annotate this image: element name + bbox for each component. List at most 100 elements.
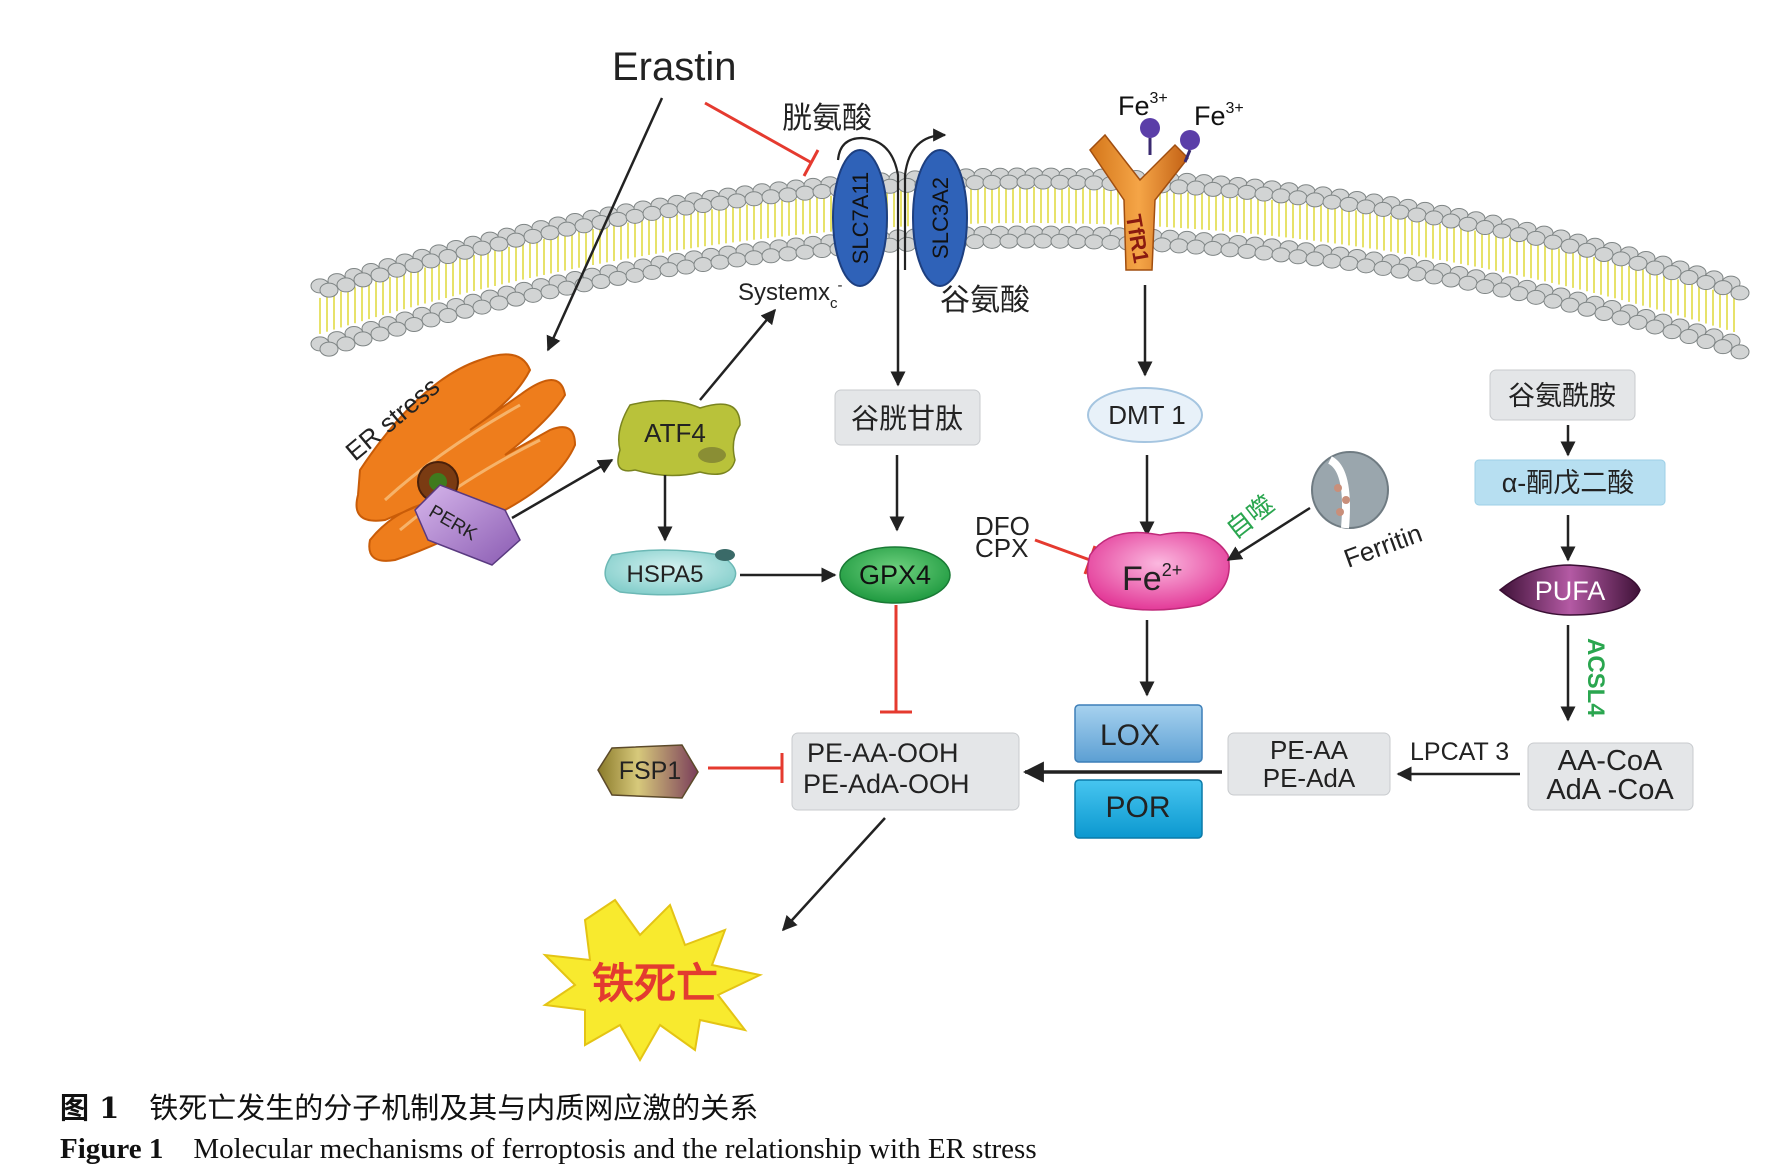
lipid-head	[1407, 266, 1427, 282]
pe-aa-ooh-node: PE-AA-OOH PE-AdA-OOH	[791, 732, 1020, 811]
lipid-head	[795, 244, 815, 260]
lipid-head	[608, 211, 628, 227]
lipid-head	[1067, 174, 1087, 190]
lipid-head	[1560, 238, 1580, 254]
lipid-head	[319, 341, 339, 357]
cystine-label: 胱氨酸	[782, 102, 872, 135]
lipid-head	[1254, 186, 1274, 202]
lipid-head	[1492, 223, 1512, 239]
glutamate-label: 谷氨酸	[940, 284, 1030, 317]
lipid-head	[1543, 234, 1563, 250]
lipid-head	[761, 248, 781, 264]
lipid-head	[336, 336, 356, 352]
lipid-head	[1050, 233, 1070, 249]
caption-cn-text: 铁死亡发生的分子机制及其与内质网应激的关系	[149, 1091, 759, 1125]
ferroptosis-label: 铁死亡	[592, 960, 718, 1007]
lipid-head	[1237, 184, 1257, 200]
lipid-head	[455, 244, 475, 260]
lipid-head	[1730, 285, 1750, 301]
lipid-head	[387, 321, 407, 337]
lipid-head	[1067, 233, 1087, 249]
ferroptosis-burst: 铁死亡	[542, 898, 764, 1063]
perk-protein: PERK	[414, 484, 521, 566]
dmt1-label: DMT 1	[1108, 400, 1186, 430]
lipid-head	[1356, 258, 1376, 274]
lipid-head	[1322, 253, 1342, 269]
lipid-head	[1509, 227, 1529, 243]
lipid-head	[1577, 242, 1597, 258]
lipid-head	[557, 221, 577, 237]
lipid-head	[1152, 237, 1172, 253]
lipid-head	[438, 308, 458, 324]
glutathione-node: 谷胱甘肽	[834, 389, 981, 446]
cpx-label: CPX	[975, 533, 1028, 563]
fe3-label-left: Fe3+	[1118, 90, 1168, 121]
systemxc-label: Systemxc-	[738, 277, 843, 312]
lipid-head	[744, 191, 764, 207]
lipid-head	[1050, 174, 1070, 190]
erastin-label: Erastin	[612, 45, 737, 89]
lipid-head	[1526, 289, 1546, 305]
lipid-head	[1305, 251, 1325, 267]
lipid-head	[1696, 275, 1716, 291]
lipid-head	[642, 205, 662, 221]
lipid-head	[438, 249, 458, 265]
pe-aa-label: PE-AA	[1270, 735, 1349, 765]
atf4-node: ATF4	[617, 399, 741, 477]
lipid-head	[1373, 260, 1393, 276]
lipid-head	[1679, 270, 1699, 286]
lipid-head	[1339, 196, 1359, 212]
lipid-head	[1526, 230, 1546, 246]
atf4-to-systemxc-arrow	[699, 308, 776, 401]
lipid-head	[1203, 181, 1223, 197]
lipid-head	[1645, 319, 1665, 335]
erastin-inhibits-slc7a11	[704, 101, 813, 165]
lipid-head	[1288, 249, 1308, 265]
lipid-head	[625, 267, 645, 283]
lipid-head	[1203, 240, 1223, 256]
lipid-head	[1713, 339, 1733, 355]
lipid-head	[1611, 251, 1631, 267]
hspa5-node: HSPA5	[604, 549, 737, 596]
lipid-head	[455, 303, 475, 319]
lipid-head	[778, 246, 798, 262]
pe-ada-label: PE-AdA	[1263, 763, 1356, 793]
dfo-label: DFO	[975, 511, 1030, 541]
fe3-label-right: Fe3+	[1194, 100, 1244, 131]
pufa-node: PUFA	[1498, 564, 1641, 616]
lipid-head	[676, 259, 696, 275]
lipid-head	[404, 257, 424, 273]
lipid-head	[1662, 265, 1682, 281]
lipid-head	[523, 228, 543, 244]
fe2-node: Fe2+	[1086, 531, 1230, 611]
lipid-head	[693, 257, 713, 273]
lipid-head	[897, 177, 917, 193]
lipid-head	[1628, 255, 1648, 271]
lipid-head	[1356, 199, 1376, 215]
lipid-head	[727, 193, 747, 209]
lipid-head	[1169, 179, 1189, 195]
lipid-head	[676, 200, 696, 216]
lipid-head	[812, 184, 832, 200]
lipid-head	[319, 282, 339, 298]
gpx4-label: GPX4	[859, 560, 931, 590]
dmt1-node: DMT 1	[1087, 387, 1203, 443]
lipid-head	[659, 203, 679, 219]
lipid-head	[353, 272, 373, 288]
lipid-head	[489, 295, 509, 311]
lipid-head	[1305, 192, 1325, 208]
slc7a11-label: SLC7A11	[848, 172, 873, 265]
lipid-head	[1390, 204, 1410, 220]
lipid-head	[404, 316, 424, 332]
lipid-head	[1254, 245, 1274, 261]
lipid-head	[761, 189, 781, 205]
lipid-head	[1033, 174, 1053, 190]
lipid-head	[1458, 275, 1478, 291]
akg-node: α-酮戊二酸	[1474, 459, 1666, 506]
lipid-head	[1577, 301, 1597, 317]
lipid-head	[727, 252, 747, 268]
lipid-head	[1730, 344, 1750, 360]
tfr1-receptor: TfR1	[1089, 118, 1200, 271]
gpx4-node: GPX4	[839, 546, 951, 604]
caption-english: Figure 1 Molecular mechanisms of ferropto…	[60, 1133, 1037, 1166]
